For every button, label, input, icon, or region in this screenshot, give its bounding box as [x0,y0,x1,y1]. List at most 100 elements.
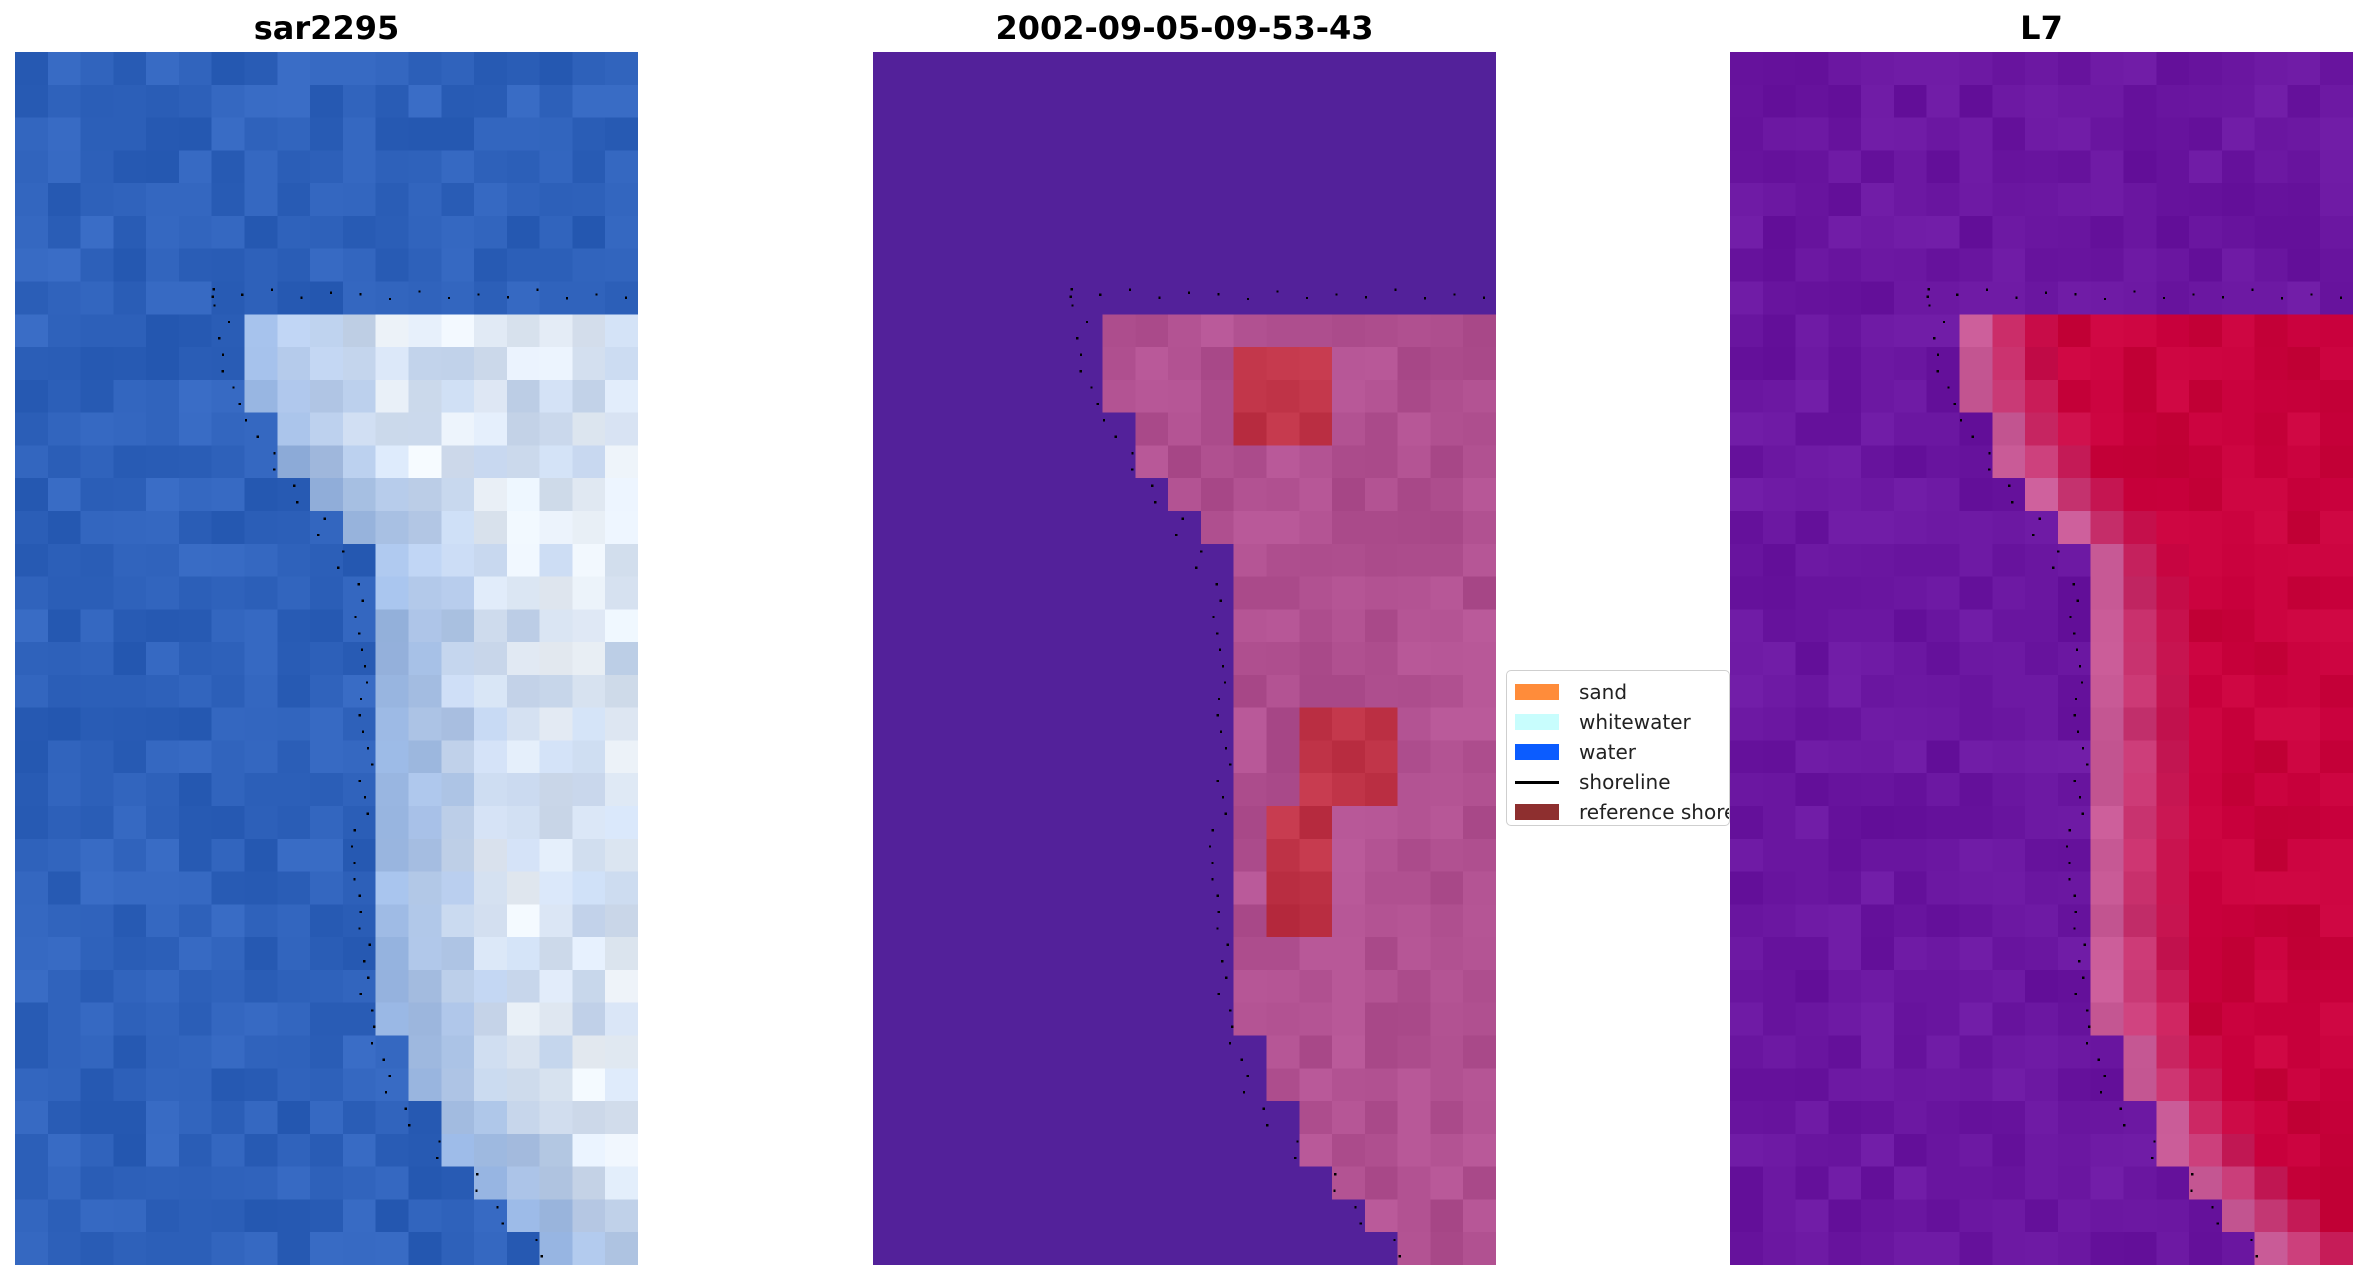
class-pixel [1168,150,1202,184]
index-pixel [2189,773,2223,807]
rgb-pixel [178,576,213,610]
rgb-pixel [506,347,541,381]
index-pixel [1992,215,2026,250]
index-pixel [2057,215,2092,250]
index-pixel [2156,1166,2190,1201]
index-pixel [1828,937,1862,971]
panel-title-rgb: sar2295 [253,9,400,47]
class-pixel [1233,642,1268,676]
class-pixel [1168,379,1202,414]
class-pixel [1135,707,1169,742]
index-pixel [1893,937,1928,971]
class-pixel [1233,281,1268,315]
class-pixel [1200,347,1235,381]
class-pixel [1332,674,1366,709]
rgb-pixel [375,379,410,414]
class-pixel [1036,937,1071,971]
rgb-pixel [15,52,49,86]
class-pixel [1463,969,1496,1004]
rgb-pixel [277,1232,311,1265]
index-pixel [2320,773,2353,807]
index-pixel [1926,314,1961,348]
class-pixel [938,215,973,250]
class-pixel [1135,1133,1169,1168]
rgb-pixel [80,674,115,709]
rgb-pixel [211,1068,246,1102]
rgb-pixel [113,838,147,873]
rgb-pixel [375,642,410,676]
rgb-pixel [375,150,410,184]
rgb-pixel [310,543,344,578]
index-pixel [1861,52,1895,86]
index-pixel [1992,150,2026,184]
index-pixel [1828,1035,1862,1069]
rgb-pixel [408,281,442,315]
rgb-pixel [80,445,115,479]
rgb-pixel [178,937,213,971]
class-pixel [1266,314,1300,348]
class-pixel [971,412,1005,447]
index-pixel [1762,773,1797,807]
index-pixel [2320,969,2353,1004]
index-pixel [2025,314,2059,348]
class-pixel [873,904,907,938]
rgb-pixel [113,1035,147,1069]
rgb-pixel [408,937,442,971]
rgb-pixel [277,642,311,676]
class-pixel [938,248,973,283]
rgb-pixel [178,740,213,774]
index-pixel [2254,150,2289,184]
rgb-pixel [539,314,574,348]
class-pixel [1004,1133,1038,1168]
class-shoreline-dots [1069,288,1486,1258]
index-pixel [1828,183,1862,217]
class-pixel [873,969,907,1004]
rgb-pixel [539,150,574,184]
index-pixel [1893,412,1928,447]
rgb-pixel [506,937,541,971]
rgb-pixel [605,510,638,545]
index-pixel [2123,215,2157,250]
class-pixel [1430,117,1464,152]
class-pixel [1004,838,1038,873]
rgb-pixel [113,1002,147,1037]
index-pixel [1992,1133,2026,1168]
index-pixel [1795,871,1830,906]
class-pixel [905,281,940,315]
class-pixel [1135,445,1169,479]
rgb-pixel [113,1101,147,1135]
class-pixel [1430,1002,1464,1037]
index-pixel [1992,445,2026,479]
class-pixel [1364,1166,1399,1201]
index-pixel [1730,52,1764,86]
index-pixel [1828,1101,1862,1135]
index-pixel [2156,806,2190,840]
class-pixel [1069,1199,1104,1233]
panel-title-index: L7 [2020,9,2063,47]
index-pixel [2189,937,2223,971]
index-pixel [2025,1232,2059,1265]
class-pixel [1233,478,1268,512]
index-pixel [2123,84,2157,119]
class-pixel [1332,150,1366,184]
class-pixel [905,248,940,283]
rgb-pixel [605,1166,638,1201]
class-pixel [1069,1068,1104,1102]
class-pixel [1364,281,1399,315]
rgb-pixel [441,183,475,217]
rgb-pixel [80,52,115,86]
rgb-pixel [474,904,508,938]
rgb-pixel [441,478,475,512]
rgb-pixel [539,1035,574,1069]
rgb-pixel [113,183,147,217]
index-pixel [2221,314,2256,348]
class-pixel [1004,806,1038,840]
index-pixel [1861,183,1895,217]
index-pixel [1795,937,1830,971]
rgb-pixel [80,773,115,807]
rgb-pixel [408,871,442,906]
class-pixel [1332,740,1366,774]
index-pixel [2025,281,2059,315]
index-pixel [2320,478,2353,512]
legend-item-whitewater: whitewater [1515,708,1691,736]
